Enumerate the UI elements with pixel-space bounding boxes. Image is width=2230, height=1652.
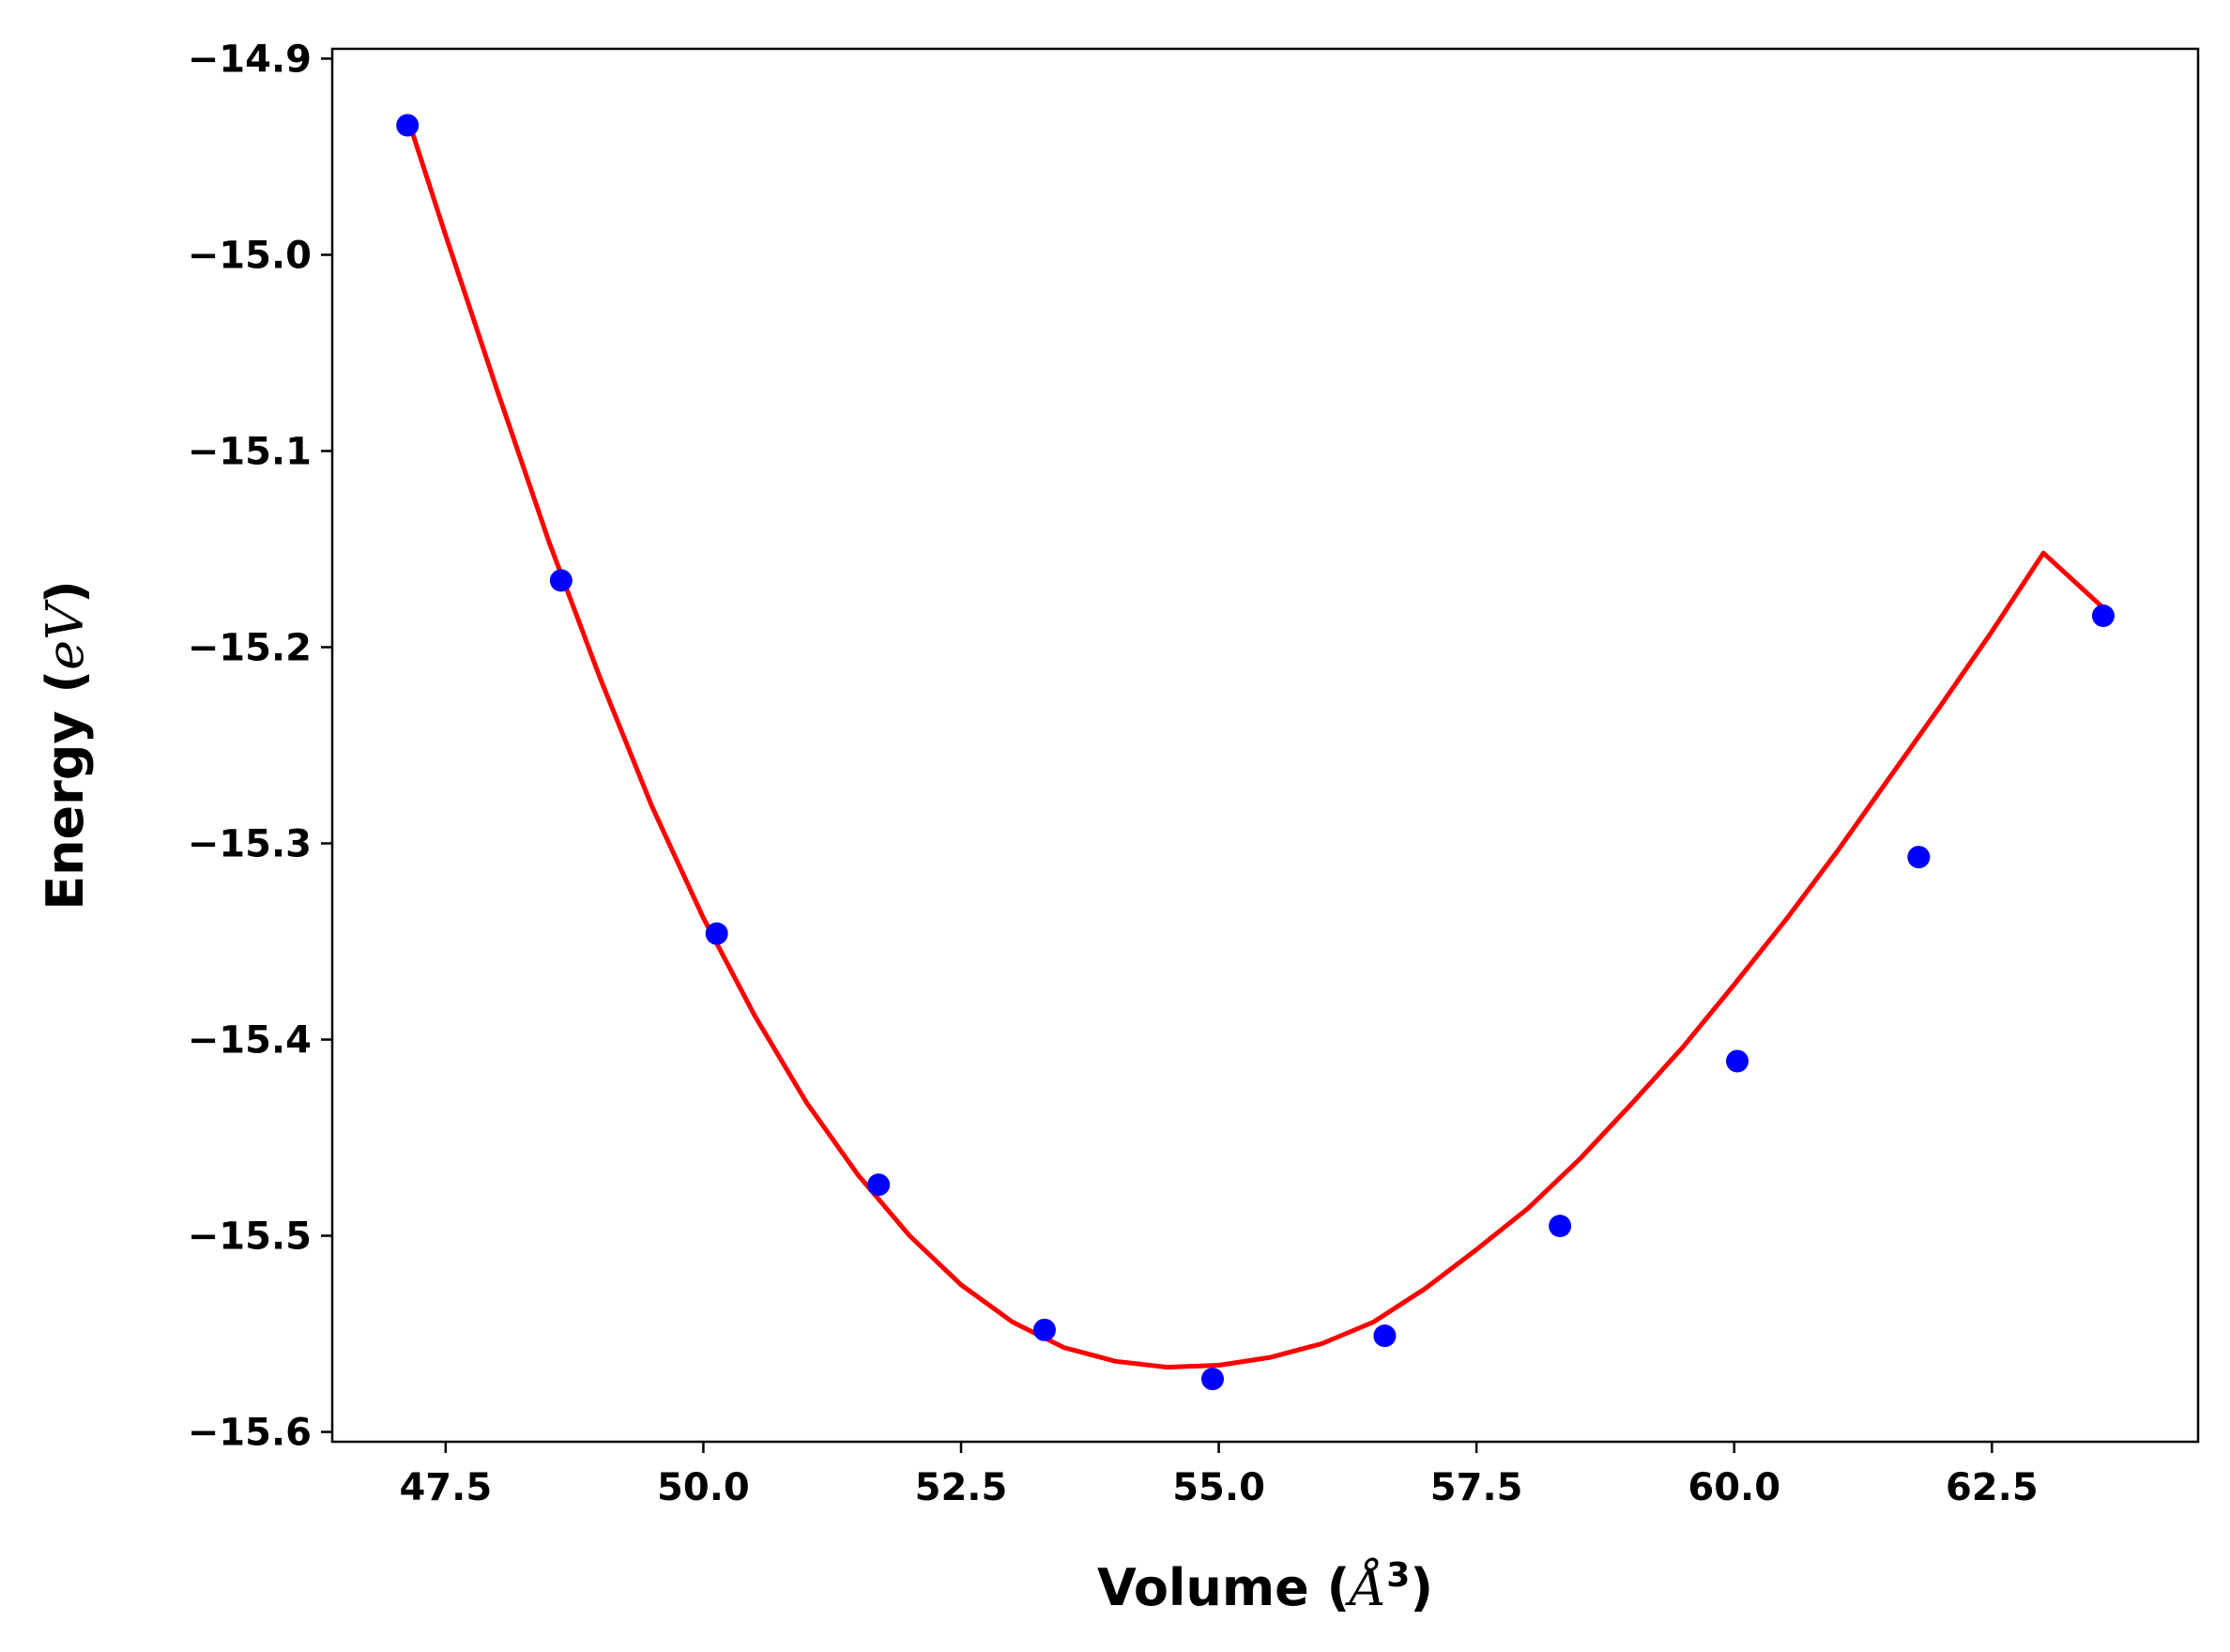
fit-curve-line <box>405 115 2106 1370</box>
data-point <box>1726 1049 1749 1073</box>
data-point <box>396 114 420 137</box>
data-point <box>705 922 728 945</box>
x-tick-label: 55.0 <box>1172 1466 1265 1509</box>
x-tick-label: 52.5 <box>915 1466 1008 1509</box>
y-axis-ticks: −14.9 −15.0 −15.1 −15.2 −15.3 −15.4 −15.5 −15.6 <box>188 38 332 1455</box>
y-tick-label: −15.2 <box>188 626 312 669</box>
y-axis-unit: eV <box>36 599 95 670</box>
data-point <box>867 1173 891 1197</box>
x-axis-ticks: 47.5 50.0 52.5 55.0 57.5 60.0 62.5 <box>399 1442 2039 1509</box>
x-tick-label: 47.5 <box>399 1466 492 1509</box>
x-axis-label: Volume (Å3) <box>1097 1556 1433 1618</box>
x-tick-label: 57.5 <box>1430 1466 1523 1509</box>
data-point <box>1907 846 1931 869</box>
y-tick-label: −15.0 <box>188 234 312 277</box>
x-tick-label: 60.0 <box>1688 1466 1780 1509</box>
data-point <box>1549 1215 1572 1238</box>
data-point <box>1032 1318 1056 1341</box>
x-tick-label: 50.0 <box>657 1466 750 1509</box>
data-point <box>549 569 573 592</box>
y-tick-label: −14.9 <box>188 38 312 81</box>
plot-frame <box>330 47 2200 1444</box>
data-point <box>1373 1324 1397 1348</box>
data-point <box>1200 1368 1224 1391</box>
series-layer <box>396 114 2115 1391</box>
y-tick-label: −15.6 <box>188 1412 312 1455</box>
y-axis-label: Energy (eV) <box>36 580 95 910</box>
y-tick-label: −15.3 <box>188 823 312 866</box>
x-axis-unit-exponent: 3 <box>1386 1556 1410 1595</box>
y-tick-label: −15.1 <box>188 430 312 473</box>
x-axis-unit: Å <box>1344 1556 1386 1617</box>
x-tick-label: 62.5 <box>1946 1466 2039 1509</box>
y-tick-label: −15.4 <box>188 1019 312 1063</box>
y-tick-label: −15.5 <box>188 1216 312 1259</box>
data-point <box>2091 604 2115 628</box>
